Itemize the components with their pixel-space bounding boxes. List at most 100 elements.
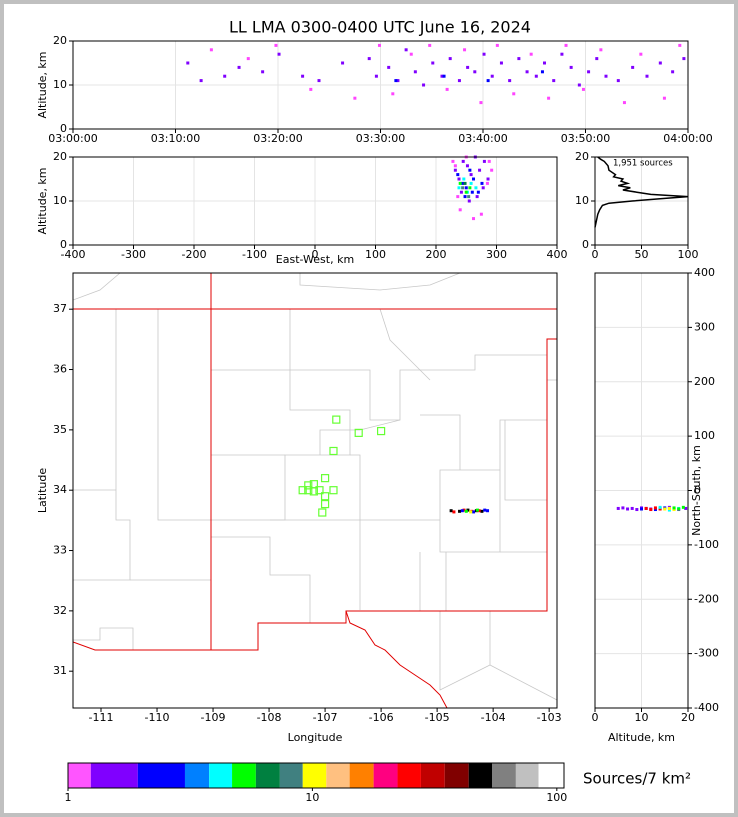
y-tick-label: -100 <box>694 538 719 551</box>
source-point <box>540 70 544 74</box>
plot-frame <box>594 156 689 246</box>
y-tick-label: 10 <box>575 194 589 207</box>
source-point <box>663 507 667 511</box>
source-point <box>463 48 467 52</box>
source-point <box>469 510 473 514</box>
x-tick-label: 04:00:00 <box>663 132 712 145</box>
x-tick-label: -111 <box>89 711 114 724</box>
source-point <box>377 43 381 47</box>
colorbar-cell <box>468 763 493 788</box>
x-tick-label: 100 <box>546 791 567 804</box>
station <box>298 486 307 495</box>
y-tick-label: 0 <box>694 484 701 497</box>
source-point <box>460 509 464 513</box>
source-point <box>457 79 461 83</box>
source-point <box>463 181 467 185</box>
source-point <box>458 509 462 513</box>
source-point <box>577 83 581 87</box>
colorbar-cell <box>137 763 185 788</box>
source-point <box>453 168 457 172</box>
colorbar-cell <box>538 763 564 788</box>
source-point <box>480 509 484 513</box>
source-point <box>317 79 321 83</box>
source-point <box>478 168 482 172</box>
source-point <box>681 505 685 509</box>
x-tick-label: 10 <box>305 791 319 804</box>
source-point <box>246 57 250 61</box>
source-point <box>475 508 479 512</box>
x-axis-label: East-West, km <box>276 253 354 266</box>
source-point <box>462 508 466 512</box>
source-point <box>396 79 400 83</box>
source-point <box>547 96 551 100</box>
source-point <box>569 65 573 69</box>
source-point <box>341 61 345 65</box>
colorbar-cell <box>515 763 539 788</box>
source-point <box>667 506 671 510</box>
y-axis-label: Latitude <box>36 468 49 514</box>
source-point <box>475 195 479 199</box>
colorbar-cell <box>444 763 469 788</box>
source-point <box>621 506 625 510</box>
x-tick-label: -106 <box>369 711 394 724</box>
x-tick-label: 300 <box>486 248 507 261</box>
source-point <box>682 57 686 61</box>
source-point <box>464 186 468 190</box>
source-point <box>508 79 512 83</box>
source-point <box>440 74 444 78</box>
source-point <box>560 52 564 56</box>
x-tick-label: -110 <box>145 711 170 724</box>
x-axis-label: Altitude, km <box>608 731 675 744</box>
x-tick-label: -100 <box>242 248 267 261</box>
station <box>318 508 327 517</box>
y-tick-label: 300 <box>694 320 715 333</box>
source-point <box>223 74 227 78</box>
y-tick-label: 35 <box>53 423 67 436</box>
station <box>329 486 338 495</box>
source-point <box>463 195 467 199</box>
source-point <box>367 57 371 61</box>
source-point <box>442 74 446 78</box>
colorbar-cell <box>279 763 303 788</box>
source-point <box>479 101 483 105</box>
source-point <box>653 508 657 512</box>
source-point <box>499 61 503 65</box>
source-point <box>653 506 657 510</box>
source-point <box>404 48 408 52</box>
colorbar-cell <box>255 763 280 788</box>
y-tick-label: -400 <box>694 701 719 714</box>
plot-frame <box>72 156 558 246</box>
y-tick-label: 10 <box>53 194 67 207</box>
source-point <box>644 506 648 510</box>
station <box>309 487 318 496</box>
source-point <box>459 190 463 194</box>
source-point <box>477 509 481 513</box>
source-point <box>543 61 546 65</box>
station <box>304 481 313 490</box>
source-point <box>649 508 653 512</box>
source-point <box>564 43 568 47</box>
colorbar-cell <box>232 763 256 788</box>
source-point <box>485 181 489 185</box>
station <box>320 492 330 501</box>
station <box>315 486 324 495</box>
source-point <box>451 159 455 163</box>
source-point <box>662 96 666 100</box>
y-tick-label: 0 <box>60 238 67 251</box>
source-point <box>587 70 591 74</box>
colorbar-cell <box>373 763 398 788</box>
x-tick-label: -104 <box>481 711 506 724</box>
source-point <box>453 164 457 168</box>
x-tick-label: 100 <box>678 248 699 261</box>
source-point <box>658 61 662 65</box>
source-point <box>428 43 432 47</box>
background <box>4 4 734 813</box>
source-point <box>495 43 499 47</box>
source-point <box>479 212 483 216</box>
x-tick-label: -107 <box>313 711 338 724</box>
y-axis-label: Altitude, km <box>36 167 49 234</box>
source-point <box>456 195 460 199</box>
source-point <box>387 65 391 69</box>
x-tick-label: 03:10:00 <box>151 132 200 145</box>
